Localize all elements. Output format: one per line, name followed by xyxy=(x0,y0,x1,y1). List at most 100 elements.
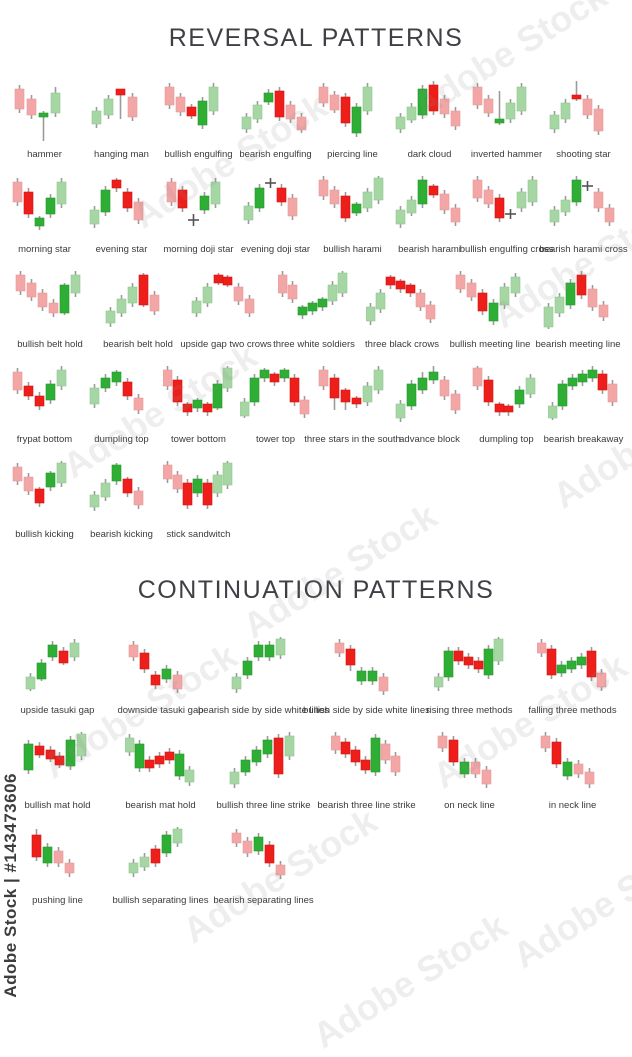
pattern-label: three white soldiers xyxy=(273,339,355,350)
candlestick-chart xyxy=(162,366,232,416)
pattern-cell: bullish three line strike xyxy=(212,730,315,811)
candlestick-chart xyxy=(395,366,460,422)
pattern-cell: on neck line xyxy=(418,730,521,811)
candlestick-chart xyxy=(105,273,160,327)
pattern-label: bullish three line strike xyxy=(216,800,311,811)
pattern-cell: stick sandwitch xyxy=(160,459,237,540)
pattern-label: pushing line xyxy=(32,895,83,906)
pattern-cell: evening doji star xyxy=(237,174,314,255)
pattern-label: bearish belt hold xyxy=(103,339,173,350)
pattern-label: morning doji star xyxy=(163,244,234,255)
pattern-label: three stars in the south xyxy=(304,434,401,445)
pattern-cell: inverted hammer xyxy=(468,79,545,160)
pattern-label: downside tasuki gap xyxy=(117,705,204,716)
candlestick-chart xyxy=(12,366,66,410)
pattern-label: upside gap two crows xyxy=(180,339,272,350)
pattern-label: tower bottom xyxy=(171,434,226,445)
pattern-cell: hanging man xyxy=(83,79,160,160)
reversal-section: REVERSAL PATTERNS hammer hanging man bulli… xyxy=(0,24,632,540)
candlestick-chart xyxy=(318,176,383,222)
pattern-cell: dark cloud xyxy=(391,79,468,160)
pattern-cell: piercing line xyxy=(314,79,391,160)
candlestick-chart xyxy=(89,463,143,511)
pattern-label: bearish meeting line xyxy=(535,339,621,350)
candlestick-chart xyxy=(472,176,537,222)
candlestick-chart xyxy=(91,88,137,128)
candlestick-chart xyxy=(12,178,66,230)
candlestick-chart xyxy=(25,639,79,691)
pattern-cell: three stars in the south xyxy=(304,364,401,445)
pattern-label: bullish side by side white lines xyxy=(303,705,430,716)
pattern-cell: frypat bottom xyxy=(6,364,83,445)
candlestick-chart xyxy=(318,366,383,410)
candlestick-chart xyxy=(162,461,232,509)
pattern-cell: bearish harami cross xyxy=(539,174,628,255)
candlestick-chart xyxy=(366,275,436,325)
pattern-label: falling three methods xyxy=(528,705,617,716)
pattern-cell: evening star xyxy=(83,174,160,255)
candlestick-chart xyxy=(89,370,143,414)
pattern-label: bullish meeting line xyxy=(449,339,531,350)
pattern-cell: in neck line xyxy=(521,730,624,811)
pattern-label: hanging man xyxy=(94,149,149,160)
candlestick-chart xyxy=(472,366,535,416)
pattern-cell: dumpling top xyxy=(468,364,545,445)
pattern-cell: bearish belt hold xyxy=(94,269,182,350)
candlestick-chart xyxy=(547,366,617,420)
pattern-label: bullish engulfing xyxy=(164,149,233,160)
pattern-label: bearish separating lines xyxy=(213,895,314,906)
pattern-row: hammer hanging man bullish engulfing bearis… xyxy=(0,79,632,160)
pattern-cell: dumpling top xyxy=(83,364,160,445)
candlestick-chart xyxy=(395,81,460,133)
pattern-label: in neck line xyxy=(548,800,597,811)
pattern-label: bearish harami cross xyxy=(539,244,628,255)
pattern-cell: rising three methods xyxy=(418,635,521,716)
candlestick-chart xyxy=(128,827,182,877)
continuation-rows: upside tasuki gap downside tasuki gap bear… xyxy=(0,635,632,906)
candlestick-chart xyxy=(89,178,143,228)
candlestick-chart xyxy=(15,271,81,317)
candlestick-chart xyxy=(334,639,388,695)
pattern-cell: upside tasuki gap xyxy=(6,635,109,716)
pattern-label: bearish engulfing xyxy=(239,149,312,160)
pattern-label: bullish engulfing cross xyxy=(459,244,554,255)
candlestick-chart xyxy=(549,81,603,135)
pattern-label: bearish three line strike xyxy=(317,800,416,811)
candlestick-chart xyxy=(239,368,309,418)
reversal-title: REVERSAL PATTERNS xyxy=(168,24,464,52)
pattern-cell: morning star xyxy=(6,174,83,255)
pattern-label: on neck line xyxy=(444,800,495,811)
candlestick-chart xyxy=(241,87,306,133)
pattern-label: bullish separating lines xyxy=(112,895,209,906)
pattern-row: morning star evening star morning doji sta… xyxy=(0,174,632,255)
candlestick-chart xyxy=(229,732,294,788)
continuation-section: CONTINUATION PATTERNS upside tasuki gap d… xyxy=(0,576,632,906)
candlestick-chart xyxy=(14,85,60,141)
candlestick-chart xyxy=(437,732,491,788)
pattern-row: frypat bottom dumpling top tower bottom tow… xyxy=(0,364,632,445)
pattern-cell: bearish kicking xyxy=(83,459,160,540)
pattern-label: dark cloud xyxy=(407,149,452,160)
pattern-cell: bearish breakaway xyxy=(544,364,623,445)
pattern-label: rising three methods xyxy=(426,705,513,716)
candlestick-chart xyxy=(31,829,74,877)
pattern-cell: morning doji star xyxy=(160,174,237,255)
candlestick-chart xyxy=(549,176,614,226)
pattern-label: bullish belt hold xyxy=(17,339,83,350)
candlestick-chart xyxy=(536,639,606,691)
candlestick-chart xyxy=(472,83,526,125)
pattern-cell: three black crows xyxy=(358,269,446,350)
pattern-cell: pushing line xyxy=(6,825,109,906)
candlestick-chart xyxy=(455,271,521,325)
pattern-cell: bearish harami xyxy=(391,174,468,255)
pattern-label: tower top xyxy=(255,434,296,445)
pattern-cell: bullish engulfing cross xyxy=(460,174,553,255)
pattern-cell: shooting star xyxy=(545,79,622,160)
pattern-cell: bearish mat hold xyxy=(109,730,212,811)
pattern-cell: tower bottom xyxy=(160,364,237,445)
pattern-cell: bearish meeting line xyxy=(534,269,622,350)
pattern-cell: bullish separating lines xyxy=(109,825,212,906)
continuation-title: CONTINUATION PATTERNS xyxy=(137,576,495,604)
candlestick-chart xyxy=(191,273,255,317)
pattern-label: bearish mat hold xyxy=(125,800,196,811)
